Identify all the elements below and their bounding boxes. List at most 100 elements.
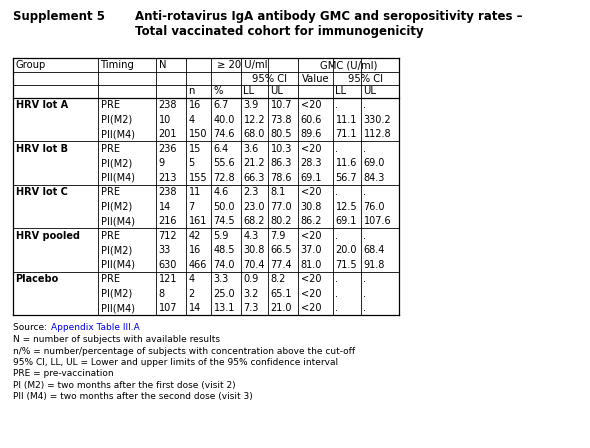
Text: PI(M2): PI(M2) [100,158,132,168]
Text: 16: 16 [188,245,201,255]
Text: 70.4: 70.4 [244,260,265,270]
Text: n: n [188,86,195,96]
Text: LL: LL [244,86,254,96]
Text: 201: 201 [159,129,177,139]
Text: PI(M2): PI(M2) [100,289,132,299]
Text: .: . [363,231,366,241]
Text: PII(M4): PII(M4) [100,173,135,183]
Text: HRV lot A: HRV lot A [15,100,68,110]
Text: .: . [363,303,366,313]
Text: <20: <20 [300,289,321,299]
Text: 466: 466 [188,260,207,270]
Text: <20: <20 [300,231,321,241]
Text: 71.1: 71.1 [336,129,357,139]
Text: PRE: PRE [100,144,120,154]
Text: 25.0: 25.0 [214,289,235,299]
Text: 107: 107 [159,303,177,313]
Text: 2: 2 [188,289,195,299]
Text: 21.0: 21.0 [270,303,292,313]
Text: 48.5: 48.5 [214,245,235,255]
Text: 74.5: 74.5 [214,216,235,226]
Text: n/% = number/percentage of subjects with concentration above the cut-off: n/% = number/percentage of subjects with… [13,346,355,356]
Text: 3.3: 3.3 [214,274,229,284]
Text: 78.6: 78.6 [270,173,292,183]
Text: GMC (U/ml): GMC (U/ml) [320,60,377,70]
Text: 80.2: 80.2 [270,216,292,226]
Text: 6.7: 6.7 [214,100,229,110]
Text: PII(M4): PII(M4) [100,260,135,270]
Text: N: N [159,60,166,70]
Text: <20: <20 [300,187,321,197]
Text: 11.6: 11.6 [336,158,357,168]
Text: 33: 33 [159,245,171,255]
Text: 81.0: 81.0 [300,260,322,270]
Text: 30.8: 30.8 [300,202,322,212]
Text: 330.2: 330.2 [363,115,391,125]
Text: 65.1: 65.1 [270,289,292,299]
Text: 4: 4 [188,274,195,284]
Text: 95% CI, LL, UL = Lower and upper limits of the 95% confidence interval: 95% CI, LL, UL = Lower and upper limits … [13,358,338,367]
Text: 155: 155 [188,173,207,183]
Text: .: . [336,187,339,197]
Text: 238: 238 [159,100,177,110]
Text: 23.0: 23.0 [244,202,265,212]
Text: 21.2: 21.2 [244,158,265,168]
Text: 69.1: 69.1 [336,216,357,226]
Text: 72.8: 72.8 [214,173,235,183]
Text: Value: Value [301,73,329,83]
Text: 4.3: 4.3 [244,231,259,241]
Text: PI (M2) = two months after the first dose (visit 2): PI (M2) = two months after the first dos… [13,381,235,390]
Text: Group: Group [15,60,46,70]
Text: LL: LL [336,86,346,96]
Text: 150: 150 [188,129,207,139]
Text: Timing: Timing [100,60,135,70]
Text: 238: 238 [159,187,177,197]
Text: 4.6: 4.6 [214,187,229,197]
Text: PII(M4): PII(M4) [100,129,135,139]
Text: 28.3: 28.3 [300,158,322,168]
Text: PII(M4): PII(M4) [100,216,135,226]
Text: 9: 9 [159,158,165,168]
Text: 112.8: 112.8 [363,129,391,139]
Text: 37.0: 37.0 [300,245,322,255]
Text: 5.9: 5.9 [214,231,229,241]
Text: PII (M4) = two months after the second dose (visit 3): PII (M4) = two months after the second d… [13,392,253,401]
Text: 77.0: 77.0 [270,202,292,212]
Text: N = number of subjects with available results: N = number of subjects with available re… [13,335,220,344]
Text: .: . [336,144,339,154]
Text: 712: 712 [159,231,177,241]
Text: .: . [363,187,366,197]
Text: 3.9: 3.9 [244,100,259,110]
Text: 2.3: 2.3 [244,187,259,197]
Text: 10: 10 [159,115,171,125]
Text: 68.4: 68.4 [363,245,385,255]
Text: .: . [336,231,339,241]
Text: 630: 630 [159,260,177,270]
Text: 8.2: 8.2 [270,274,286,284]
Text: 80.5: 80.5 [270,129,292,139]
Text: PI(M2): PI(M2) [100,115,132,125]
Text: .: . [363,144,366,154]
Text: 11: 11 [188,187,201,197]
Text: 107.6: 107.6 [363,216,391,226]
Text: 121: 121 [159,274,177,284]
Text: <20: <20 [300,274,321,284]
Text: HRV lot B: HRV lot B [15,144,67,154]
Text: 5: 5 [188,158,195,168]
Text: UL: UL [270,86,283,96]
Text: 161: 161 [188,216,207,226]
Text: 7: 7 [188,202,195,212]
Text: .: . [336,100,339,110]
Text: 50.0: 50.0 [214,202,235,212]
Text: 216: 216 [159,216,177,226]
Text: 69.1: 69.1 [300,173,322,183]
Text: <20: <20 [300,144,321,154]
Text: 66.3: 66.3 [244,173,265,183]
Text: 7.3: 7.3 [244,303,259,313]
Text: PRE: PRE [100,274,120,284]
Text: 4: 4 [188,115,195,125]
Text: 91.8: 91.8 [363,260,385,270]
Text: PRE: PRE [100,187,120,197]
Text: PRE: PRE [100,231,120,241]
Text: 40.0: 40.0 [214,115,235,125]
